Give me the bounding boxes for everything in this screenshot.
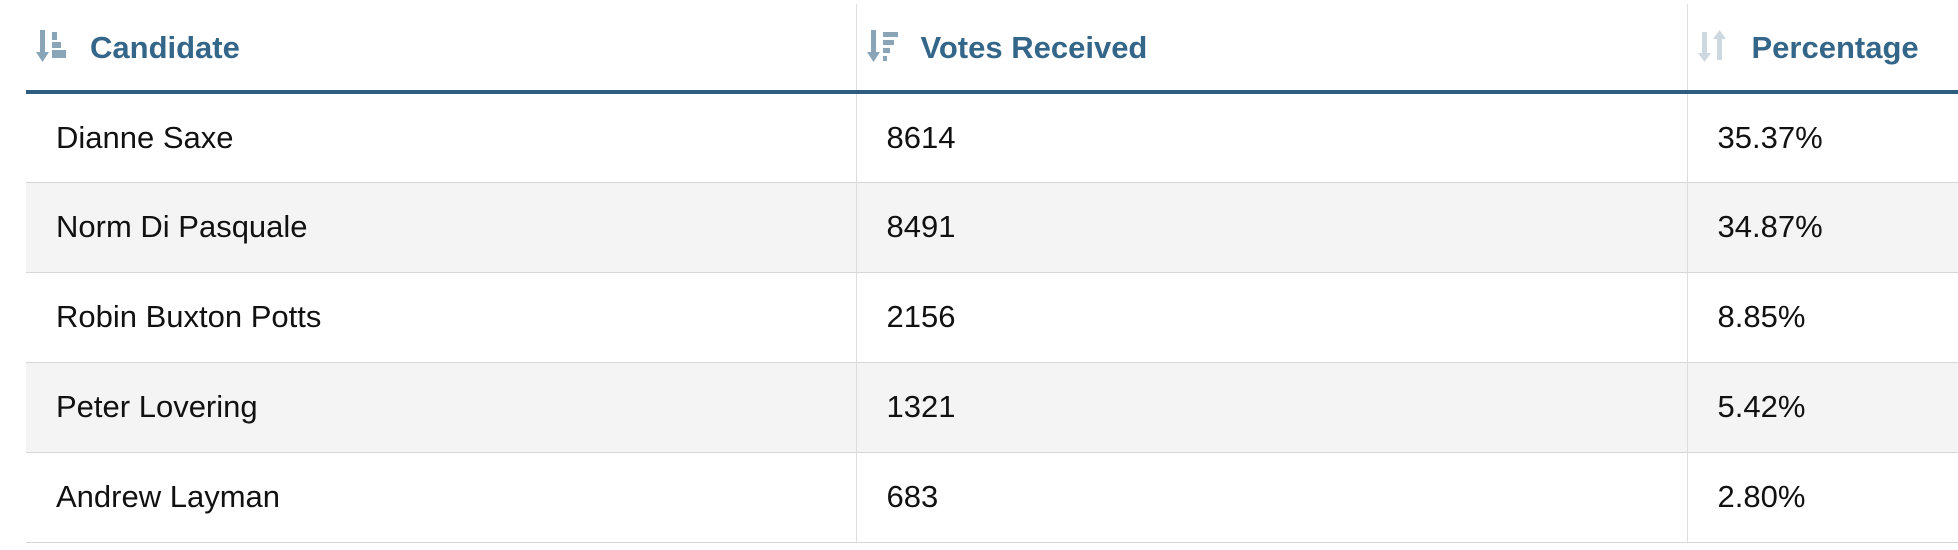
table-body: Dianne Saxe 8614 35.37% Norm Di Pasquale… xyxy=(26,92,1958,542)
column-header-percentage[interactable]: Percentage xyxy=(1686,4,1958,92)
cell-percentage: 5.42% xyxy=(1686,362,1958,452)
cell-votes: 1321 xyxy=(855,362,1687,452)
column-header-candidate[interactable]: Candidate xyxy=(26,4,856,92)
column-header-label: Candidate xyxy=(90,29,240,65)
cell-candidate: Robin Buxton Potts xyxy=(56,299,322,334)
cell-votes: 2156 xyxy=(855,272,1687,362)
sort-alpha-desc-icon xyxy=(36,29,66,62)
table-header: Candidate Votes Received xyxy=(26,4,1958,92)
header-row: Candidate Votes Received xyxy=(26,4,1958,92)
cell-percentage: 8.85% xyxy=(1686,272,1958,362)
column-header-votes-received[interactable]: Votes Received xyxy=(855,4,1687,92)
column-header-label: Percentage xyxy=(1751,29,1919,65)
cell-candidate: Dianne Saxe xyxy=(56,119,234,155)
table-row: Dianne Saxe 8614 35.37% xyxy=(26,92,1958,182)
sort-amount-desc-icon xyxy=(866,29,898,62)
cell-votes: 8491 xyxy=(855,182,1687,272)
cell-percentage: 34.87% xyxy=(1686,182,1958,272)
column-header-label: Votes Received xyxy=(920,29,1148,65)
cell-percentage: 2.80% xyxy=(1686,452,1958,542)
table-row: Robin Buxton Potts 2156 8.85% xyxy=(26,272,1958,362)
table-row: Peter Lovering 1321 5.42% xyxy=(26,362,1958,452)
sort-unsorted-icon xyxy=(1697,29,1726,62)
cell-candidate: Andrew Layman xyxy=(56,479,281,514)
cell-candidate: Peter Lovering xyxy=(56,389,258,424)
results-table-container: Candidate Votes Received xyxy=(26,4,1958,544)
table-row: Norm Di Pasquale 8491 34.87% xyxy=(26,182,1958,272)
cell-candidate: Norm Di Pasquale xyxy=(56,209,308,244)
results-table: Candidate Votes Received xyxy=(26,4,1958,543)
cell-votes: 8614 xyxy=(855,92,1687,182)
cell-percentage: 35.37% xyxy=(1686,92,1958,182)
cell-votes: 683 xyxy=(855,452,1687,542)
table-row: Andrew Layman 683 2.80% xyxy=(26,452,1958,542)
